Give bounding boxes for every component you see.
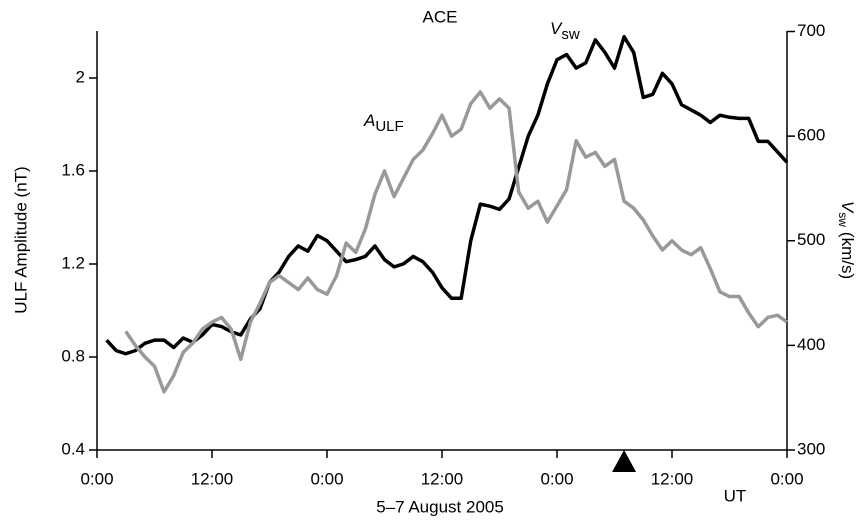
event-marker	[612, 450, 637, 472]
y2-tick-label: 700	[797, 21, 825, 40]
series-label: AULF	[363, 111, 404, 134]
y-tick-label: 0.8	[61, 346, 85, 365]
series-label-name: A	[363, 111, 375, 130]
y-tick-label: 1.6	[61, 160, 85, 179]
series-label: Vsw	[550, 19, 580, 42]
series-label-name: V	[550, 19, 563, 38]
series-label-subscript: ULF	[375, 118, 403, 135]
y2-tick-label: 500	[797, 230, 825, 249]
y-axis-label: ULF Amplitude (nT)	[11, 166, 30, 313]
y2-label-symbol: V	[838, 201, 857, 214]
series-line	[124, 90, 789, 394]
x-tick-label: 0:00	[310, 469, 343, 488]
y-tick-label: 0.4	[61, 439, 85, 458]
chart-title: ACE	[423, 7, 458, 26]
y-tick-label: 2	[76, 67, 85, 86]
x-unit-label: UT	[724, 486, 747, 505]
x-tick-label: 12:00	[651, 469, 694, 488]
series-line	[105, 34, 789, 356]
series-label-subscript: sw	[561, 26, 580, 43]
x-tick-label: 0:00	[80, 469, 113, 488]
y2-label-unit: (km/s)	[838, 232, 857, 279]
x-tick-label: 0:00	[770, 469, 803, 488]
y2-label-subscript: sw	[836, 212, 850, 227]
y2-axis-label: Vsw (km/s)	[836, 201, 857, 279]
y2-tick-label: 300	[797, 439, 825, 458]
x-axis-label: 5–7 August 2005	[376, 497, 504, 516]
x-tick-label: 12:00	[421, 469, 464, 488]
x-tick-label: 12:00	[191, 469, 234, 488]
y-tick-label: 1.2	[61, 253, 85, 272]
y2-tick-label: 600	[797, 126, 825, 145]
x-tick-label: 0:00	[540, 469, 573, 488]
y2-tick-label: 400	[797, 335, 825, 354]
